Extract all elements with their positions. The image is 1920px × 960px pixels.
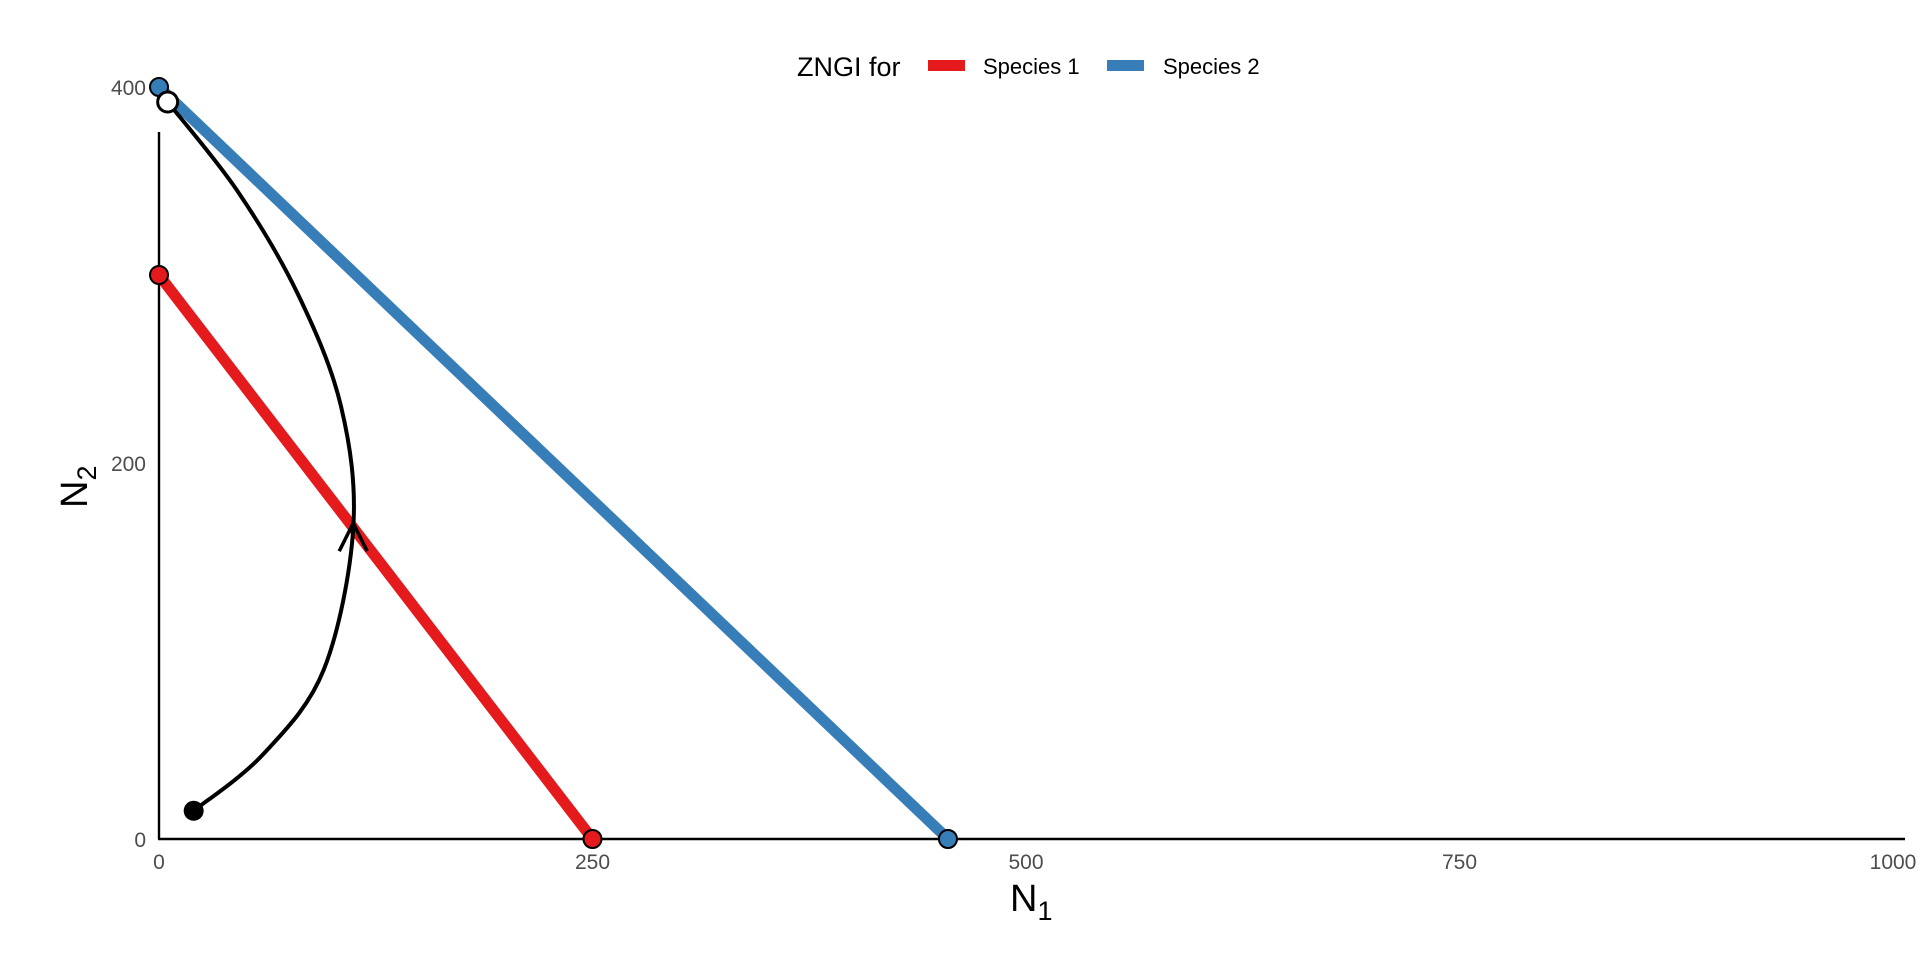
legend: ZNGI for Species 1 Species 2 [797, 52, 1260, 82]
intercept-point-species-1-x [582, 829, 603, 849]
legend-key-species-1 [928, 60, 965, 71]
x-axis-title-main: N [1010, 878, 1037, 920]
legend-label-species-2: Species 2 [1163, 54, 1260, 79]
trajectory-arrowhead [337, 519, 369, 552]
y-tick-label: 400 [111, 77, 146, 100]
x-axis-title-sub: 1 [1037, 896, 1052, 926]
x-tick-label: 750 [1442, 851, 1477, 874]
x-tick-label: 0 [153, 851, 165, 874]
zngi-line-species-2 [155, 83, 952, 843]
legend-label-species-1: Species 1 [983, 54, 1080, 79]
trajectory-end-point [156, 90, 180, 114]
y-axis-title-main: N [54, 481, 96, 508]
intercept-point-species-2-x [937, 829, 958, 849]
legend-title: ZNGI for [797, 52, 901, 82]
trajectory-path [166, 100, 356, 813]
intercept-point-species-1-y [149, 265, 169, 285]
y-tick-label: 0 [134, 829, 146, 852]
x-tick-labels: 0 250 500 750 1000 [153, 851, 1916, 874]
x-tick-label: 500 [1008, 851, 1043, 874]
y-axis-title-sub: 2 [72, 466, 102, 481]
trajectory-start-point [183, 800, 204, 821]
y-axis-title: N2 [54, 466, 102, 508]
legend-key-species-2 [1107, 60, 1144, 71]
x-tick-label: 250 [575, 851, 610, 874]
y-tick-labels: 0200400600 [111, 77, 146, 852]
plot-area [149, 77, 958, 849]
x-tick-label: 1000 [1870, 851, 1917, 874]
y-tick-label: 200 [111, 453, 146, 476]
zngi-line-species-1 [154, 271, 597, 843]
x-axis-title: N1 [1010, 878, 1052, 926]
